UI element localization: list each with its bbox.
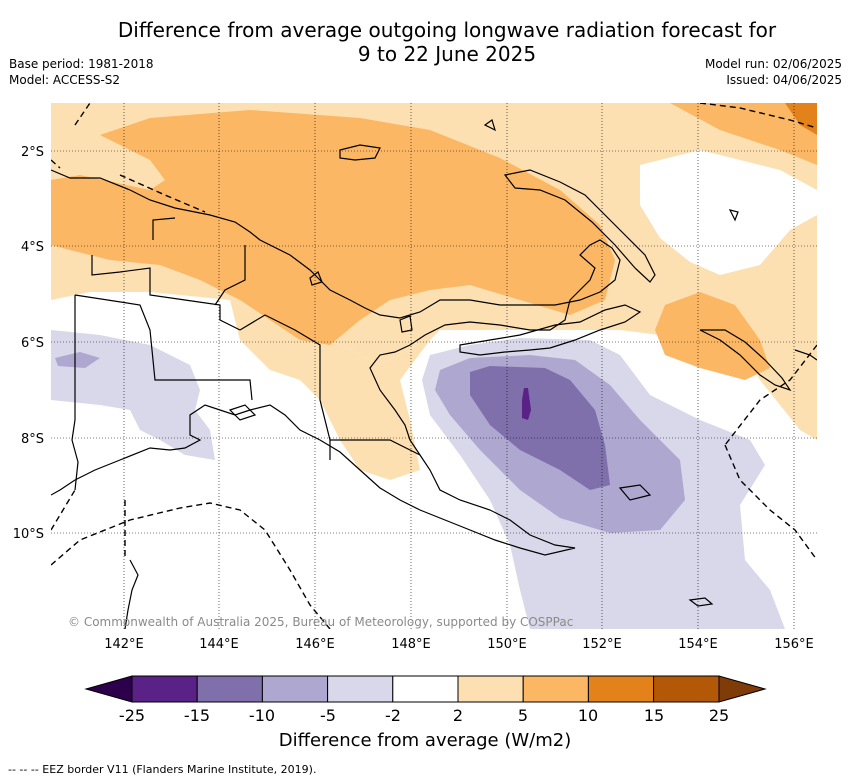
meta-left: Base period: 1981-2018 Model: ACCESS-S2	[9, 56, 154, 88]
bougainville-coastline	[699, 329, 792, 392]
province-boundary-2	[152, 217, 176, 240]
lon-label-144: 144°E	[199, 637, 239, 652]
png-indonesia-border	[71, 295, 79, 491]
province-boundary-1	[74, 294, 253, 401]
model-run: Model run: 02/06/2025	[704, 57, 842, 71]
lon-label-148: 148°E	[391, 637, 431, 652]
manus-coastline	[339, 144, 381, 161]
island-north-2	[399, 315, 413, 333]
islands-east-tip	[618, 484, 652, 501]
lat-label-10s: 10°S	[13, 527, 44, 542]
colorbar-segment	[261, 675, 329, 703]
island-north-1	[483, 119, 496, 132]
colorbar-segment	[327, 675, 394, 703]
lon-label-154: 154°E	[678, 637, 718, 652]
base-period: Base period: 1981-2018	[9, 57, 154, 71]
colorbar-segment	[587, 675, 655, 703]
coastlines	[51, 119, 817, 629]
copyright-notice: © Commonwealth of Australia 2025, Bureau…	[68, 615, 573, 629]
cape-york-coastline	[124, 559, 139, 629]
eez-border-southeast	[724, 444, 817, 561]
colorbar-tick-label: 25	[708, 706, 730, 725]
province-boundary-4	[214, 245, 246, 306]
torres-strait-islands	[228, 404, 257, 421]
title-line-2: 9 to 22 June 2025	[357, 42, 537, 66]
lon-label-150: 150°E	[487, 637, 527, 652]
colorbar-tick-label: -15	[183, 706, 211, 725]
anomaly-band-dark-purple	[470, 366, 610, 490]
eez-border-northwest	[74, 103, 91, 126]
anomaly-band-white-east	[640, 150, 817, 275]
colorbar-segment	[392, 675, 459, 703]
map-plot-area: © Commonwealth of Australia 2025, Bureau…	[51, 103, 817, 629]
colorbar-tick-label: -10	[248, 706, 276, 725]
lon-label-142: 142°E	[104, 637, 144, 652]
eez-border-east	[724, 344, 817, 446]
eez-border-torres	[51, 489, 76, 531]
colorbar-segment	[522, 675, 589, 703]
new-guinea-coastline	[51, 169, 621, 556]
eez-border-south	[51, 502, 331, 629]
lon-label-156: 156°E	[774, 637, 814, 652]
anomaly-band-medium-orange-north	[51, 110, 615, 345]
colorbar-low-extension	[84, 675, 133, 703]
lat-label-4s: 4°S	[21, 240, 44, 255]
lat-axis-labels: 2°S 4°S 6°S 8°S 10°S	[13, 145, 44, 542]
anomaly-band-dark-orange	[785, 103, 817, 135]
province-boundary-3	[91, 255, 241, 331]
eez-border-northeast	[699, 103, 817, 129]
colorbar	[84, 675, 767, 703]
lon-axis-labels: 142°E 144°E 146°E 148°E 150°E 152°E 154°…	[104, 637, 814, 652]
lat-label-2s: 2°S	[21, 145, 44, 160]
colorbar-tick-label: -5	[320, 706, 336, 725]
lat-label-6s: 6°S	[21, 336, 44, 351]
anomaly-band-medium-purple-west	[55, 352, 100, 368]
colorbar-tick-label: 10	[577, 706, 599, 725]
meta-right: Model run: 02/06/2025 Issued: 04/06/2025	[705, 56, 842, 88]
anomaly-band-medium-orange-northeast	[670, 103, 817, 165]
model-name: Model: ACCESS-S2	[9, 73, 121, 87]
colorbar-title: Difference from average (W/m2)	[278, 730, 572, 751]
colorbar-high-extension	[718, 675, 767, 703]
island-north-3	[309, 271, 323, 286]
lat-label-8s: 8°S	[21, 432, 44, 447]
new-britain-coastline	[459, 304, 642, 356]
map-title: Difference from average outgoing longwav…	[0, 18, 850, 66]
eez-borders	[51, 103, 817, 629]
colorbar-segment	[196, 675, 263, 703]
gridlines	[51, 103, 817, 629]
colorbar-tick-label: -2	[385, 706, 401, 725]
eez-footnote: -- -- -- EEZ border V11 (Flanders Marine…	[8, 763, 317, 776]
issued-date: Issued: 04/06/2025	[726, 73, 842, 87]
anomaly-band-deepest-purple	[522, 388, 531, 420]
colorbar-segment	[131, 675, 198, 703]
colorbar-tick-label: 15	[643, 706, 665, 725]
province-boundary-5	[239, 314, 421, 456]
islands-southeast	[688, 597, 714, 607]
colorbar-tick-label: 5	[517, 706, 529, 725]
lon-label-146: 146°E	[295, 637, 335, 652]
colorbar-tick-label: -25	[118, 706, 146, 725]
new-ireland-coastline	[503, 169, 656, 283]
island-east-small	[728, 209, 739, 222]
lon-label-152: 152°E	[582, 637, 622, 652]
eez-border-north	[51, 159, 61, 169]
colorbar-segment	[653, 675, 720, 703]
anomaly-band-light-orange-tongue	[230, 300, 440, 480]
title-line-1: Difference from average outgoing longwav…	[117, 18, 777, 42]
colorbar-segment	[457, 675, 524, 703]
colorbar-tick-label: 2	[452, 706, 464, 725]
